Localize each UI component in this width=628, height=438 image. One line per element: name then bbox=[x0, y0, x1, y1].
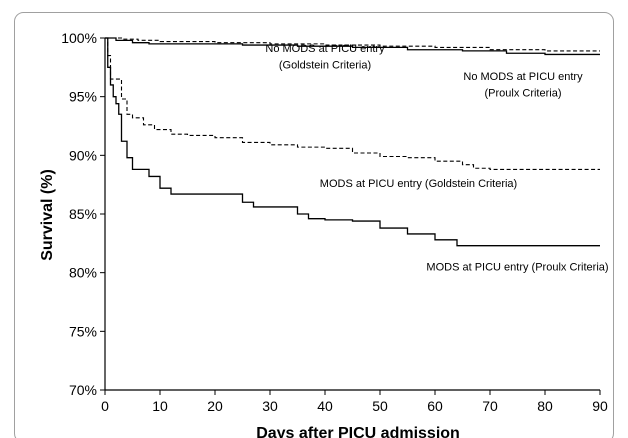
annotations: No MODS at PICU entry (Goldstein Criteria… bbox=[265, 43, 608, 273]
x-tick-label: 90 bbox=[592, 398, 608, 414]
chart-border bbox=[14, 12, 614, 438]
annotation-label: No MODS at PICU entry bbox=[265, 43, 385, 55]
y-tick-label: 90% bbox=[69, 147, 97, 163]
series-line-2 bbox=[105, 37, 600, 56]
y-tick-label: 85% bbox=[69, 206, 97, 222]
x-tick-label: 40 bbox=[317, 398, 333, 414]
annotation-label: (Goldstein Criteria) bbox=[279, 60, 371, 72]
x-tick-label: 50 bbox=[372, 398, 388, 414]
annotation-label: (Proulx Criteria) bbox=[484, 88, 561, 100]
x-tick-label: 30 bbox=[262, 398, 278, 414]
y-tick-label: 95% bbox=[69, 89, 97, 105]
series-line-3 bbox=[105, 37, 600, 52]
x-tick-label: 60 bbox=[427, 398, 443, 414]
annotation-label: No MODS at PICU entry bbox=[463, 71, 583, 83]
annotation-label: MODS at PICU entry (Proulx Criteria) bbox=[426, 261, 608, 273]
series-line-0 bbox=[105, 37, 600, 247]
series-lines bbox=[105, 37, 600, 247]
x-tick-label: 20 bbox=[207, 398, 223, 414]
y-tick-label: 100% bbox=[61, 30, 97, 46]
series-line-1 bbox=[105, 37, 600, 170]
x-tick-label: 70 bbox=[482, 398, 498, 414]
y-tick-label: 75% bbox=[69, 323, 97, 339]
y-axis-title: Survival (%) bbox=[39, 169, 56, 261]
y-tick-label: 70% bbox=[69, 382, 97, 398]
annotation-label: MODS at PICU entry (Goldstein Criteria) bbox=[320, 178, 517, 190]
x-tick-label: 80 bbox=[537, 398, 553, 414]
axes: 70% 75% 80% 85% 90% 95% 100% 0 10 20 30 40 50 60 70 80 9… bbox=[61, 30, 608, 414]
x-tick-label: 0 bbox=[101, 398, 109, 414]
y-tick-label: 80% bbox=[69, 265, 97, 281]
x-axis-title: Days after PICU admission bbox=[256, 425, 460, 438]
x-tick-label: 10 bbox=[152, 398, 168, 414]
